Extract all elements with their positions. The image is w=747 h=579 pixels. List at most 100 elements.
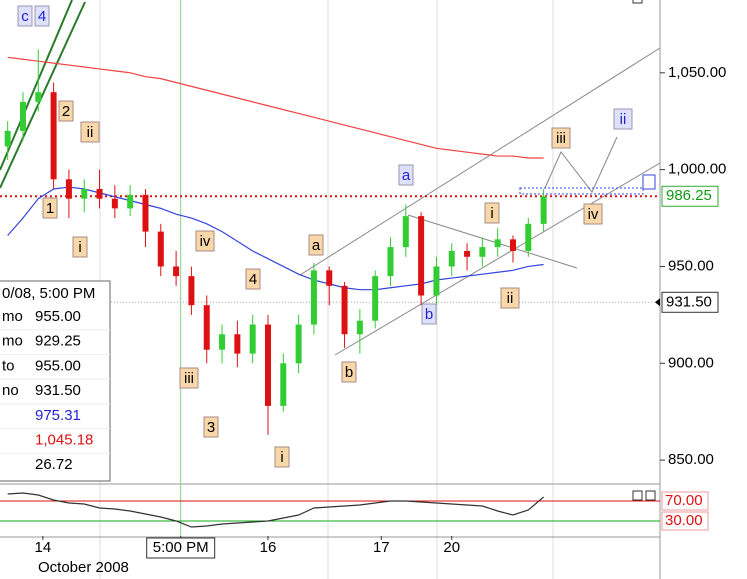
candle-body: [387, 247, 394, 277]
wave-label: i: [78, 239, 81, 256]
info-row-value: 929.25: [35, 333, 81, 350]
wave-label: ii: [87, 124, 94, 141]
info-row-value: 955.00: [35, 357, 81, 374]
series-line: [7, 492, 545, 528]
y-tick-label: 850.00: [668, 451, 714, 468]
wave-label: 4: [38, 8, 46, 25]
candle-body: [50, 92, 57, 180]
cursor-x-box: [146, 537, 216, 559]
wave-label: b: [345, 364, 353, 381]
wave-label: 1: [46, 200, 54, 217]
trend-line: [0, 0, 73, 171]
x-tick-label: 16: [260, 539, 277, 556]
cursor-price-box: [661, 291, 719, 313]
wave-label-box: [195, 230, 215, 252]
pane-icon[interactable]: [632, 490, 643, 501]
wave-label: b: [425, 306, 433, 323]
info-row-value: 955.00: [35, 308, 81, 325]
wave-label: 2: [62, 103, 70, 120]
osc-tick-box: [661, 491, 709, 511]
candle-body: [188, 276, 195, 306]
candle-body: [356, 320, 363, 335]
projection: [544, 136, 618, 193]
x-tick-label: 20: [443, 539, 460, 556]
info-box: 0/08, 5:00 PM mo 955.00 mo 929.25 to 955.00 no 9…: [0, 280, 111, 482]
cursor-arrow: [655, 298, 660, 307]
info-row-label: to: [2, 357, 15, 374]
candle-body: [448, 250, 455, 267]
candle-body: [464, 250, 471, 257]
wave-label-box: [34, 5, 50, 27]
info-row-label: mo: [2, 333, 23, 350]
info-row-label: mo: [2, 308, 23, 325]
wave-label-box: [583, 203, 603, 225]
candle-body: [310, 270, 317, 325]
x-tick-label: 14: [35, 539, 52, 556]
trend-line: [0, 1, 86, 189]
wave-label-box: [72, 236, 88, 258]
cursor-price-label: 931.50: [666, 293, 712, 310]
trend-lines: [0, 0, 661, 356]
target-zone: [519, 187, 644, 195]
wave-label-box: [398, 164, 414, 186]
info-row-value: 1,045.18: [35, 431, 93, 448]
y2-tick-label: 30.00: [665, 512, 703, 529]
candle-body: [341, 285, 348, 335]
info-row-value: 931.50: [35, 382, 81, 399]
wave-label: ii: [620, 111, 627, 128]
info-row-value: 26.72: [35, 456, 73, 473]
wave-label: c: [21, 8, 29, 25]
info-row-value: 975.31: [35, 407, 81, 424]
candle-body: [326, 270, 333, 286]
last-price-label: 986.25: [666, 187, 712, 204]
wave-label-box: [17, 5, 33, 27]
wave-label-box: [500, 287, 520, 309]
candle-body: [479, 247, 486, 257]
candle-body: [203, 305, 210, 350]
candle-body: [96, 189, 103, 199]
candle-body: [525, 223, 532, 251]
candle-body: [19, 101, 26, 131]
candle-body: [509, 239, 516, 251]
wave-label-box: [245, 268, 261, 290]
wave-label-box: [484, 202, 500, 224]
candle-body: [234, 334, 241, 354]
wave-label-box: [551, 127, 571, 149]
wave-label-box: [42, 197, 58, 219]
x-tick-label: 17: [373, 539, 390, 556]
candle-body: [173, 266, 180, 277]
candle-body: [81, 189, 88, 199]
info-row-label: no: [2, 382, 19, 399]
wave-label-box: [58, 100, 74, 122]
wave-label-box: [179, 367, 199, 389]
wave-label-box: [421, 303, 437, 325]
y-tick-label: 1,000.00: [668, 161, 726, 178]
wedge-line: [407, 214, 578, 269]
candle-body: [111, 198, 118, 209]
candle-body: [295, 324, 302, 364]
wave-label-box: [613, 108, 633, 130]
candle-body: [433, 266, 440, 296]
candle-body: [35, 92, 42, 102]
candle-body: [65, 179, 72, 199]
info-title: 0/08, 5:00 PM: [2, 285, 95, 302]
candle-body: [418, 216, 425, 296]
last-price-box: [661, 185, 719, 207]
wave-label: 4: [249, 271, 257, 288]
wave-label-box: [203, 416, 219, 438]
x-axis-label: October 2008: [38, 559, 129, 576]
candle-body: [540, 196, 547, 224]
wave-label: iv: [200, 233, 211, 250]
x-tick-label: 5:00 PM: [153, 539, 209, 556]
wave-label: iii: [556, 130, 566, 147]
candle-body: [402, 216, 409, 248]
wave-label: iii: [184, 370, 194, 387]
candle-body: [157, 231, 164, 267]
candle-body: [264, 324, 271, 406]
pane-icon[interactable]: [632, 0, 643, 4]
wave-label: iv: [588, 206, 599, 223]
pane-close[interactable]: [645, 490, 656, 501]
series-line: [7, 56, 544, 159]
wave-label: i: [280, 449, 283, 466]
